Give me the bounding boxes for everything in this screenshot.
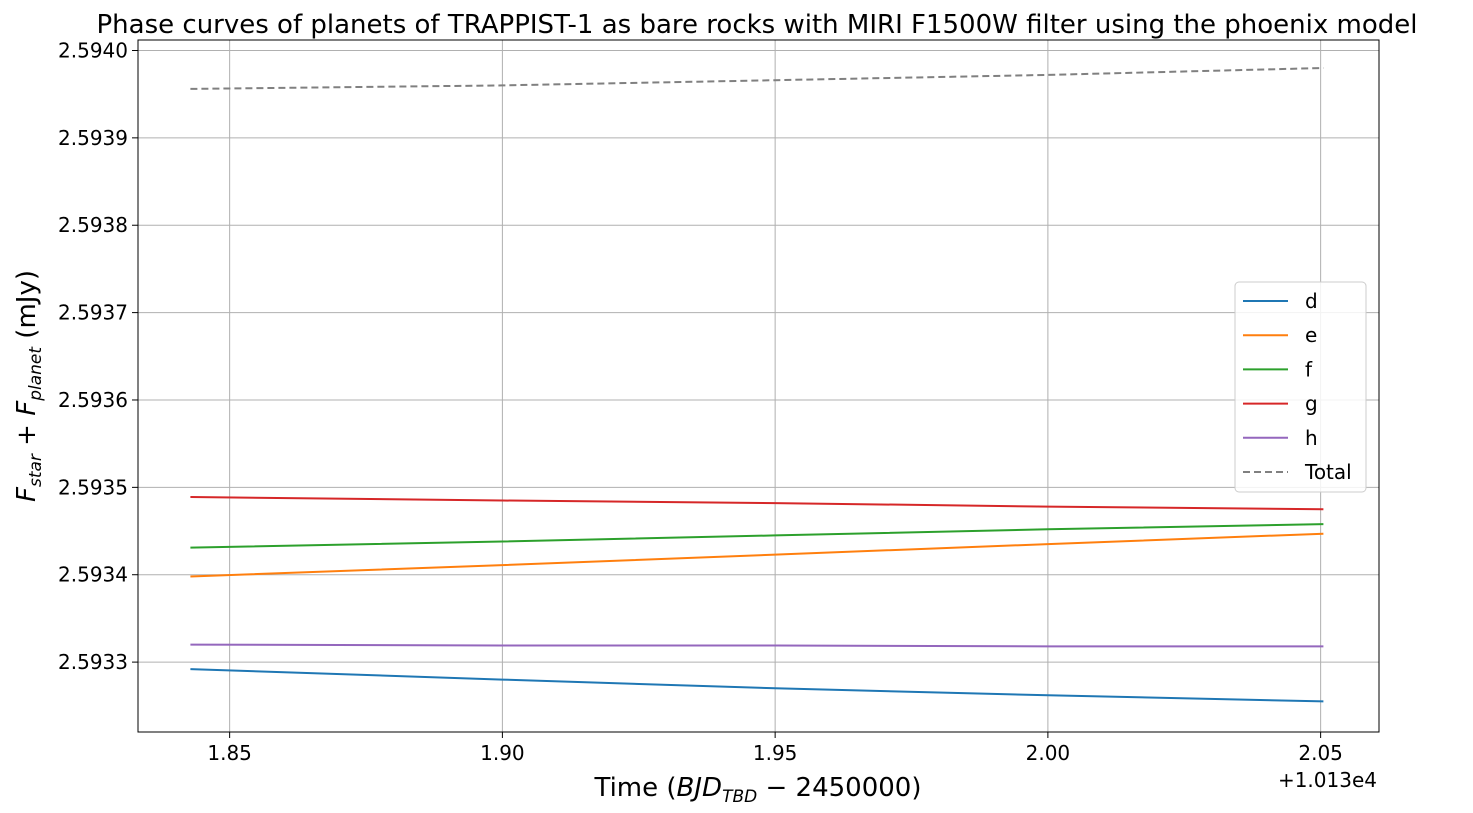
x-tick-label: 2.05	[1298, 741, 1343, 765]
y-tick-label: 2.5934	[58, 563, 128, 587]
series-line-f	[190, 523, 1324, 549]
y-tick-label: 2.5938	[58, 213, 128, 237]
series-lines	[190, 67, 1324, 703]
x-tick-label: 1.95	[753, 741, 798, 765]
legend-label: d	[1305, 289, 1318, 313]
grid	[138, 40, 1379, 732]
series-line-d	[190, 668, 1324, 703]
y-tick-label: 2.5937	[58, 301, 128, 325]
x-tick-label: 2.00	[1026, 741, 1071, 765]
y-tick-label: 2.5936	[58, 388, 128, 412]
y-axis-label: Fstar + Fplanet (mJy)	[12, 270, 46, 502]
x-axis-label: Time (BJDTBD − 2450000)	[594, 773, 922, 807]
y-tick-label: 2.5940	[58, 38, 128, 62]
x-tick-label: 1.90	[480, 741, 525, 765]
y-axis-ticks: 2.5933 2.5934 2.5935 2.5936 2.5937 2.5938 2.59…	[58, 38, 138, 674]
legend-label: f	[1305, 357, 1313, 381]
y-tick-label: 2.5939	[58, 126, 128, 150]
y-label-post: (mJy)	[12, 270, 42, 347]
series-line-g	[190, 496, 1324, 511]
legend-label: h	[1305, 426, 1318, 450]
y-label-plus: +	[12, 416, 42, 454]
y-tick-label: 2.5935	[58, 475, 128, 499]
y-label-s2: planet	[26, 346, 46, 402]
series-line-h	[190, 643, 1324, 648]
x-label-main: BJD	[677, 773, 723, 803]
legend-label: Total	[1304, 460, 1352, 484]
series-line-total	[190, 67, 1324, 90]
y-label-s1: star	[26, 453, 46, 487]
x-label-pre: Time (	[594, 773, 677, 803]
y-tick-label: 2.5933	[58, 650, 128, 674]
x-label-sub: TBD	[722, 787, 757, 807]
chart-title: Phase curves of planets of TRAPPIST-1 as…	[97, 10, 1418, 40]
legend-label: g	[1305, 392, 1318, 416]
plot-frame	[137, 39, 1380, 733]
legend-label: e	[1305, 323, 1317, 347]
series-line-e	[190, 532, 1324, 578]
y-label-f2: F	[12, 400, 42, 416]
x-label-post: − 2450000)	[757, 773, 921, 803]
x-offset-label: +1.013e4	[1278, 768, 1377, 792]
x-tick-label: 1.85	[207, 741, 252, 765]
y-label-f1: F	[12, 486, 42, 502]
x-axis-ticks: 1.85 1.90 1.95 2.00 2.05	[207, 732, 1343, 765]
